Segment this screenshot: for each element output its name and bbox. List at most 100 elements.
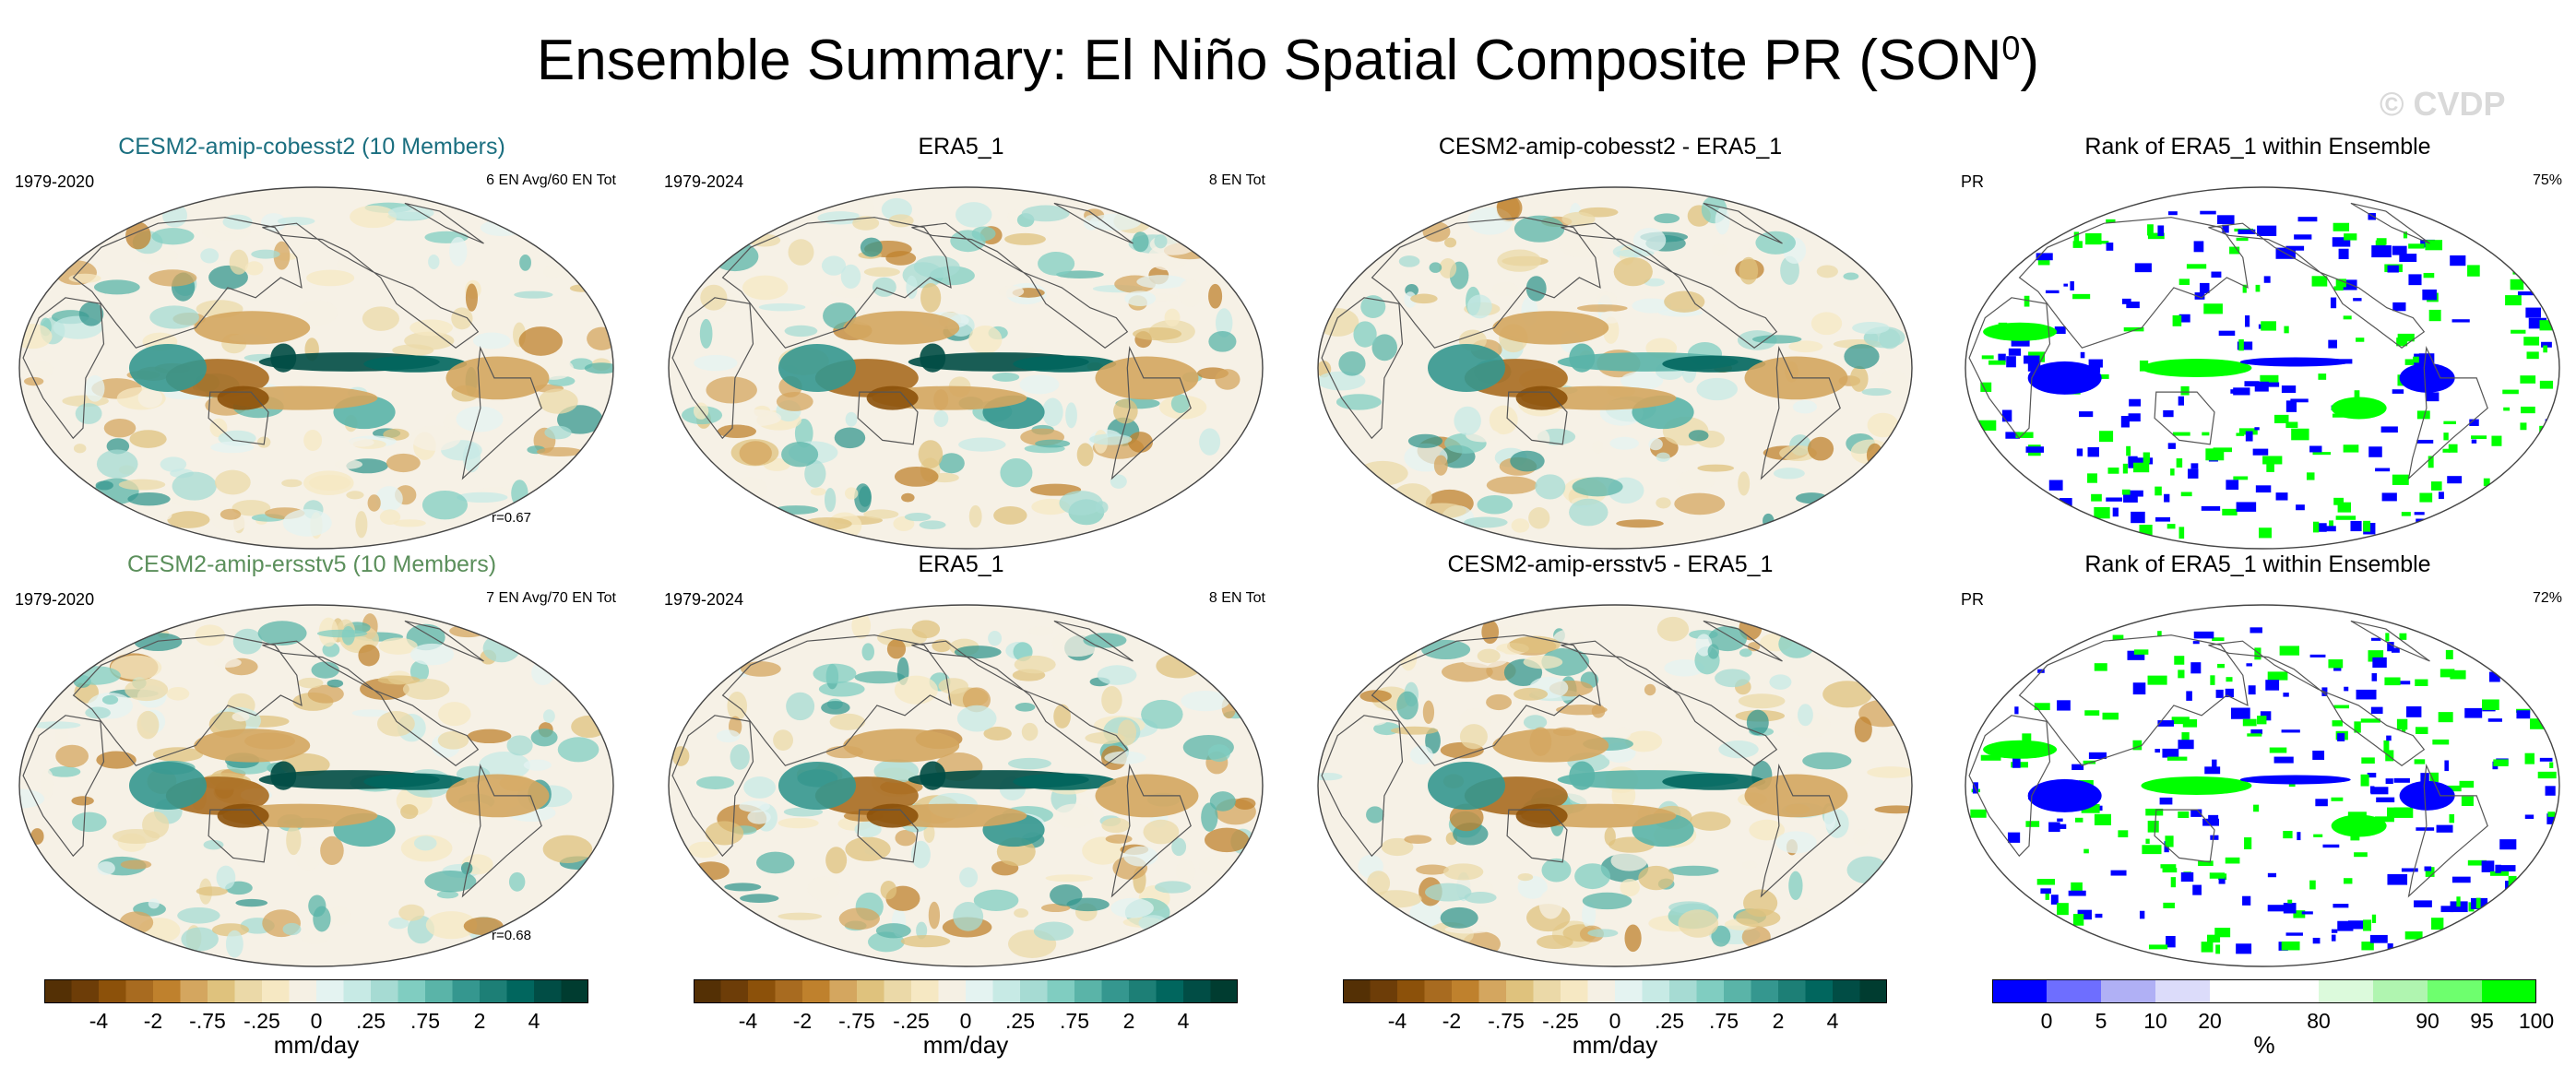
eurasia-coastline (72, 634, 303, 766)
field-blotch (901, 492, 915, 503)
field-blotch (973, 889, 1019, 912)
field-blotch (1788, 340, 1823, 353)
field-blotch (818, 681, 865, 697)
field-blotch (78, 302, 104, 326)
map-panel-r2-c1: CESM2-amip-ersstv5 (10 Members) 1979-2020… (7, 551, 616, 967)
field-blotch (991, 372, 1020, 382)
rank-cell (2094, 813, 2111, 825)
composite-anomaly (843, 311, 960, 345)
rank-cell (2132, 740, 2143, 751)
rank-cell (2257, 225, 2277, 236)
field-blotch (971, 226, 996, 242)
field-blotch (786, 692, 815, 721)
rank-cell (2265, 680, 2280, 691)
rank-cell (2170, 468, 2175, 476)
colorbar-3 (1343, 979, 1887, 1003)
colorbar-swatch (1751, 979, 1779, 1003)
colorbar-tick-label: -2 (1442, 1009, 1462, 1033)
rank-cell (2337, 502, 2352, 513)
south-america-coastline (1760, 346, 1841, 480)
field-blotch (1525, 276, 1547, 302)
field-blotch (85, 374, 105, 402)
field-blotch (465, 283, 478, 312)
field-blotch (1083, 215, 1099, 231)
rank-cell (2005, 432, 2020, 439)
africa-coastline (671, 715, 754, 858)
rank-cell (2431, 918, 2444, 930)
rank-cell (2318, 373, 2327, 380)
rank-cell (2423, 272, 2435, 278)
field-blotch (1110, 474, 1127, 489)
composite-anomaly (363, 355, 468, 373)
rank-cell (2285, 421, 2298, 429)
field-blotch (807, 876, 840, 901)
field-blotch (1852, 321, 1890, 335)
field-blotch (1433, 455, 1448, 476)
rank-cell (2356, 338, 2365, 342)
rank-cell (2524, 752, 2534, 764)
field-blotch (773, 729, 793, 752)
rank-cell (2203, 303, 2223, 314)
rank-cell (2269, 747, 2287, 753)
rank-cell (2447, 476, 2463, 484)
field-blotch (845, 411, 858, 427)
field-blotch (920, 282, 942, 313)
field-blotch (1624, 924, 1642, 953)
rank-cell (2159, 797, 2173, 805)
field-blotch (1576, 304, 1628, 313)
field-blotch (1477, 494, 1514, 515)
composite-anomaly (1662, 773, 1766, 790)
rank-cell (2368, 446, 2382, 457)
rank-cell (2057, 818, 2063, 822)
rank-cell (2444, 760, 2450, 772)
field-blotch (1656, 616, 1690, 642)
rank-cell (2201, 942, 2214, 953)
rank-cell (2081, 804, 2100, 813)
rank-cell (2391, 647, 2400, 653)
field-blotch (137, 388, 163, 409)
rank-cell (2255, 284, 2261, 292)
rank-cell (2045, 290, 2060, 294)
field-blotch (1101, 817, 1131, 834)
field-blotch (1143, 819, 1180, 845)
rank-cell (2332, 720, 2343, 727)
rank-cell (2254, 381, 2269, 392)
rank-cell (2396, 338, 2408, 347)
rank-cell (2415, 727, 2428, 735)
field-blotch (142, 811, 170, 839)
rank-cell (2048, 822, 2060, 833)
composite-anomaly (1013, 773, 1117, 790)
rank-cell (2281, 729, 2300, 733)
rank-cell (2190, 662, 2202, 674)
field-blotch (1616, 249, 1655, 257)
panel-title: CESM2-amip-ersstv5 - ERA5_1 (1447, 551, 1774, 577)
colorbar-swatch (1478, 979, 1507, 1003)
rank-cell (2397, 333, 2415, 342)
field-blotch (311, 661, 339, 679)
greenland-coastline (1703, 202, 1783, 244)
colorbar-swatch (1210, 979, 1238, 1003)
rank-region (2027, 778, 2102, 812)
field-blotch (1517, 873, 1534, 882)
panel-left-label: 1979-2020 (15, 590, 95, 609)
map-plot (668, 604, 1264, 967)
rank-cell (2015, 432, 2034, 438)
colorbar-swatch (1424, 979, 1453, 1003)
rank-cell (2287, 899, 2293, 904)
field-blotch (1514, 215, 1565, 243)
field-blotch (118, 479, 166, 491)
field-blotch (1854, 717, 1872, 742)
south-america-coastline (2407, 764, 2488, 898)
panel-title: Rank of ERA5_1 within Ensemble (2084, 134, 2431, 160)
rank-cell (2392, 245, 2407, 255)
rank-cell (2267, 671, 2288, 681)
field-blotch (350, 205, 398, 229)
rank-cell (2309, 654, 2326, 658)
rank-cell (2353, 298, 2362, 302)
rank-cell (2537, 771, 2557, 779)
colorbar-swatch (99, 979, 126, 1003)
field-blotch (30, 828, 44, 845)
field-blotch (885, 251, 917, 266)
rank-cell (2503, 407, 2511, 411)
colorbar-tick-label: -2 (792, 1009, 813, 1033)
